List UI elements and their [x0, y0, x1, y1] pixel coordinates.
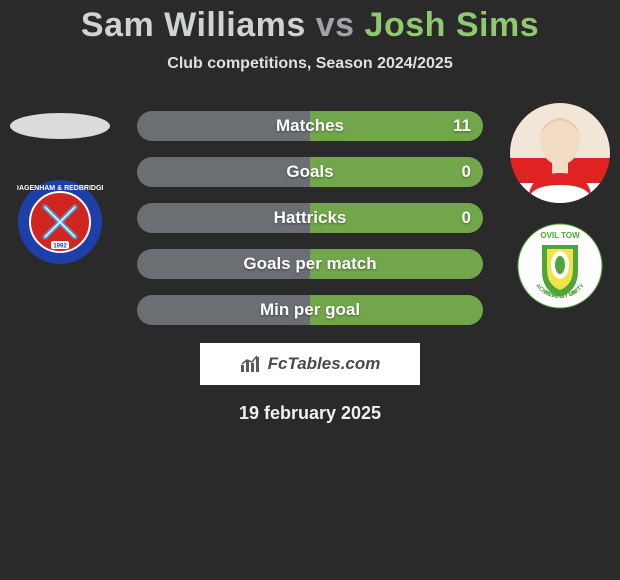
svg-text:1992: 1992 — [53, 244, 67, 250]
svg-text:OVIL TOW: OVIL TOW — [540, 231, 580, 240]
stat-row: Goals per match — [137, 249, 483, 279]
right-column: OVIL TOW ACHIEVE BY UNITY HIEVE BY UN — [510, 103, 610, 309]
stat-label: Goals — [286, 162, 333, 182]
stat-row: Matches 11 — [137, 111, 483, 141]
title-player1: Sam Williams — [81, 6, 306, 44]
subtitle: Club competitions, Season 2024/2025 — [0, 55, 620, 73]
player2-avatar — [510, 103, 610, 203]
stat-label: Goals per match — [243, 254, 376, 274]
date-label: 19 february 2025 — [0, 403, 620, 424]
title-player2: Josh Sims — [365, 6, 540, 44]
player2-club-badge: OVIL TOW ACHIEVE BY UNITY HIEVE BY UN — [517, 223, 603, 309]
stat-value-right: 0 — [462, 208, 471, 228]
comparison-area: DAGENHAM & REDBRIDGE 1992 — [0, 103, 620, 325]
stats-table: Matches 11 Goals 0 Hattricks 0 Goals per match… — [137, 103, 483, 325]
title-vs: vs — [316, 6, 355, 44]
page-title: Sam Williams vs Josh Sims — [0, 0, 620, 45]
svg-text:DAGENHAM & REDBRIDGE: DAGENHAM & REDBRIDGE — [17, 185, 103, 192]
stat-label: Hattricks — [274, 208, 347, 228]
player1-avatar-placeholder — [10, 113, 110, 139]
stat-row: Goals 0 — [137, 157, 483, 187]
stat-value-right: 11 — [453, 116, 471, 136]
stat-row: Min per goal — [137, 295, 483, 325]
stat-row: Hattricks 0 — [137, 203, 483, 233]
stat-value-right: 0 — [462, 162, 471, 182]
watermark: FcTables.com — [200, 343, 420, 385]
chart-icon — [240, 355, 262, 373]
stat-label: Matches — [276, 116, 344, 136]
stat-label: Min per goal — [260, 300, 360, 320]
watermark-text: FcTables.com — [268, 354, 381, 374]
player1-club-badge: DAGENHAM & REDBRIDGE 1992 — [17, 179, 103, 265]
left-column: DAGENHAM & REDBRIDGE 1992 — [10, 103, 110, 265]
